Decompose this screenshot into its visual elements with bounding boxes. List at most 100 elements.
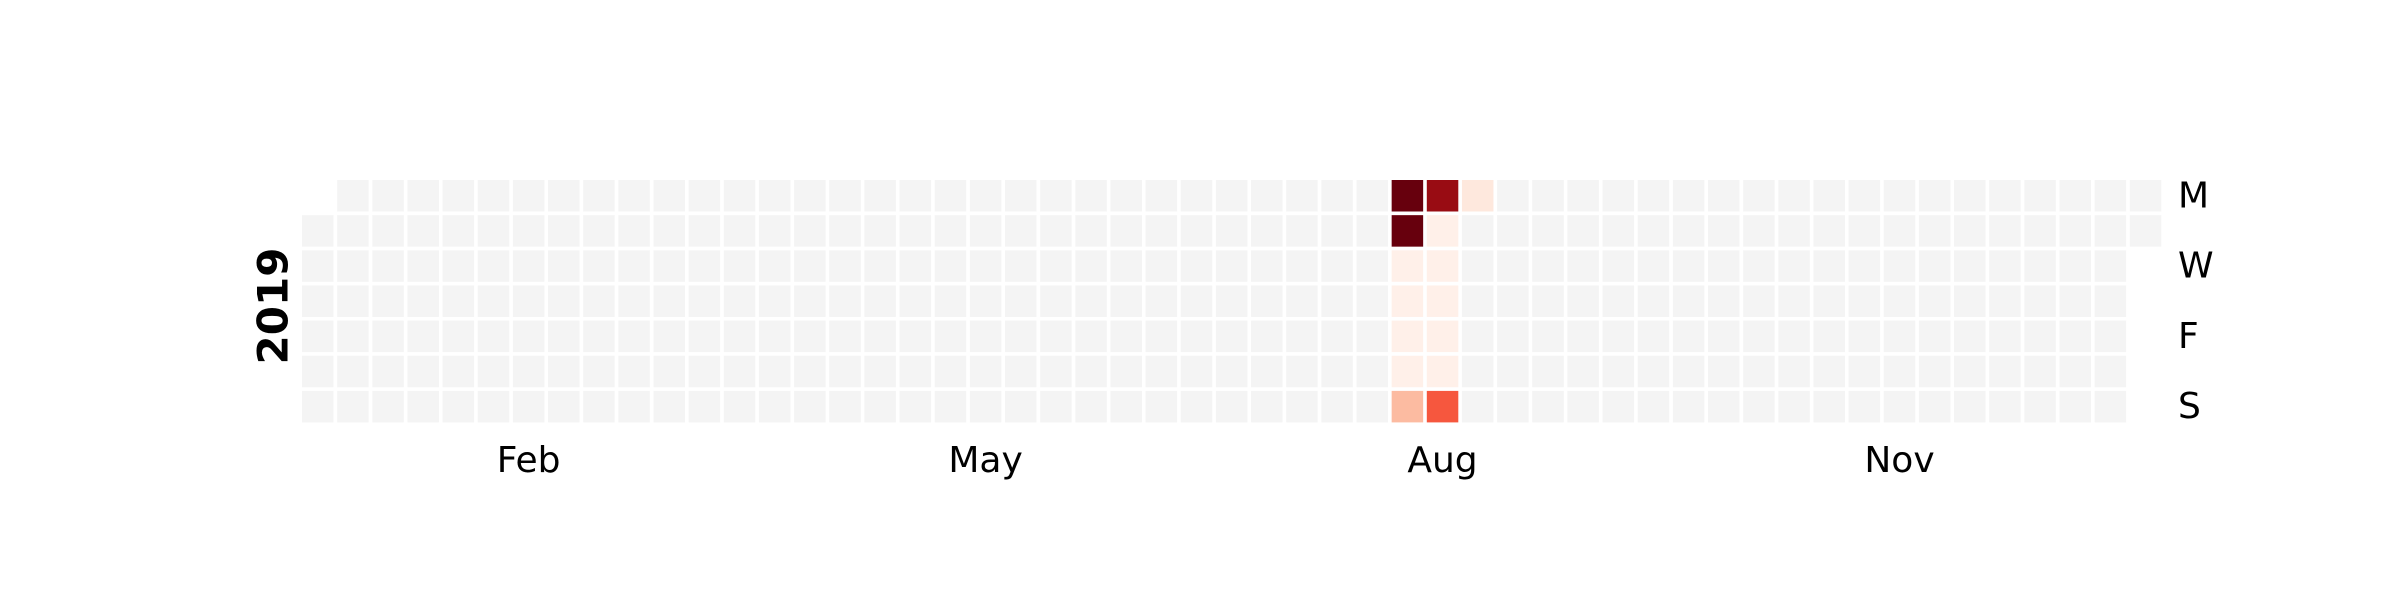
day-cell [407,285,439,317]
day-cell [302,355,334,388]
day-cell [1567,390,1599,423]
day-cell [688,390,721,423]
day-cell [302,285,334,317]
day-cell [1848,180,1881,212]
day-cell [2059,180,2091,212]
day-cell [1883,285,1916,317]
day-cell [1743,250,1775,282]
day-cell [1286,390,1318,423]
day-cell [1672,180,1705,212]
day-cell [1005,215,1037,247]
day-cell [688,180,721,212]
day-cell [1989,355,2021,388]
month-tick-feb: Feb [497,440,561,481]
day-cell [758,285,791,317]
day-cell [1532,250,1564,282]
day-cell [1215,250,1248,282]
day-cell [969,355,1002,388]
day-cell [372,215,404,247]
day-cell [1145,180,1178,212]
day-cell [1848,285,1881,317]
day-cell [2059,390,2091,423]
day-cell [1286,285,1318,317]
day-cell [1602,250,1635,282]
day-cell [1497,390,1529,423]
day-cell [1672,215,1705,247]
day-cell [758,390,791,423]
day-cell [1883,250,1916,282]
day-cell [934,285,967,317]
day-cell [1813,180,1845,212]
day-cell [1497,355,1529,388]
day-cell [2024,250,2056,282]
day-cell [1497,250,1529,282]
day-cell [1321,390,1353,423]
day-cell [688,320,721,353]
day-cell [1005,180,1037,212]
day-cell [1989,320,2021,353]
day-cell [1743,215,1775,247]
day-cell [1813,355,1845,388]
day-cell [1110,250,1142,282]
day-cell [1075,355,1107,388]
day-cell [1637,285,1670,317]
day-cell [302,250,334,282]
day-cell [548,215,580,247]
day-cell [442,250,475,282]
day-cell [829,180,861,212]
day-cell [1954,320,1986,353]
day-cell [1883,180,1916,212]
day-cell [934,355,967,388]
day-cell [1426,285,1459,317]
day-cell [934,390,967,423]
day-cell [934,320,967,353]
day-cell [1251,285,1283,317]
day-cell [2094,355,2127,388]
day-cell [864,215,896,247]
day-cell [618,390,650,423]
day-cell [1145,285,1178,317]
day-cell [653,390,685,423]
day-cell [1005,320,1037,353]
day-tick-m: M [2178,175,2209,216]
day-cell [653,355,685,388]
year-label: 2019 [249,248,298,365]
day-cell [1391,215,1424,247]
day-cell [1708,180,1740,212]
day-cell [688,250,721,282]
day-cell [1215,285,1248,317]
day-cell [1461,250,1494,282]
day-cell [302,390,334,423]
day-cell [1110,215,1142,247]
day-cell [969,180,1002,212]
day-cell [1215,355,1248,388]
day-cell [477,390,510,423]
day-cell [618,215,650,247]
day-cell [1567,250,1599,282]
day-cell [1356,320,1388,353]
day-cell [1778,250,1810,282]
day-cell [1778,215,1810,247]
day-cell [1180,215,1213,247]
day-cell [899,250,932,282]
day-cell [1426,250,1459,282]
day-cell [1497,285,1529,317]
day-cell [1286,250,1318,282]
day-cell [969,215,1002,247]
day-cell [1637,355,1670,388]
day-cell [1426,355,1459,388]
day-cell [407,355,439,388]
day-cell [1391,250,1424,282]
day-cell [548,285,580,317]
day-cell [1321,215,1353,247]
day-cell [1391,390,1424,423]
day-cell [1708,355,1740,388]
day-cell [1286,320,1318,353]
day-cell [1813,215,1845,247]
day-cell [934,180,967,212]
day-cell [372,390,404,423]
day-cell [1813,250,1845,282]
day-cell [2024,390,2056,423]
day-cell [1497,180,1529,212]
